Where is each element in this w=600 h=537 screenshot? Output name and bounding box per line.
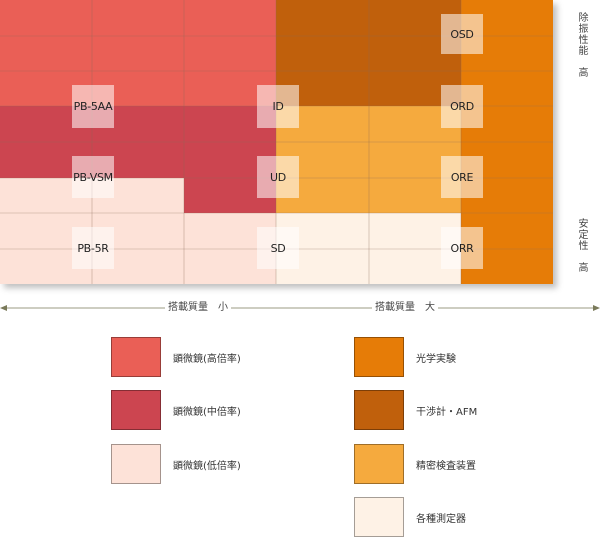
region-interferometer <box>276 0 461 106</box>
legend-swatch <box>354 444 404 484</box>
label-payload-small: 搭載質量 小 <box>165 298 231 313</box>
badge-ord[interactable]: ORD <box>441 85 483 128</box>
label-payload-large: 搭載質量 大 <box>372 298 438 313</box>
application-matrix: OSD PB-5AA ID ORD PB-VSM UD ORE PB-5R SD… <box>0 0 553 284</box>
matrix-regions <box>0 0 553 284</box>
legend-swatch <box>111 444 161 484</box>
label-stability-high: 安定性 高 <box>576 218 587 273</box>
badge-ore[interactable]: ORE <box>441 156 483 198</box>
legend-swatch <box>111 337 161 377</box>
legend-swatch <box>354 497 404 537</box>
legend-swatch <box>354 390 404 430</box>
label-isolation-high: 除振性能 高 <box>576 12 587 78</box>
region-precision <box>276 106 461 213</box>
badge-sd[interactable]: SD <box>257 227 299 269</box>
badge-pb5r[interactable]: PB-5R <box>72 227 114 269</box>
badge-ud[interactable]: UD <box>257 156 299 198</box>
legend-swatch <box>111 390 161 430</box>
legend-label: 顕微鏡(高倍率) <box>173 354 241 365</box>
legend-swatch <box>354 337 404 377</box>
badge-orr[interactable]: ORR <box>441 227 483 269</box>
legend-label: 干渉計・AFM <box>416 407 478 418</box>
legend-label: 顕微鏡(低倍率) <box>173 461 241 472</box>
legend-label: 光学実験 <box>416 354 456 365</box>
badge-pb5aa[interactable]: PB-5AA <box>72 85 114 128</box>
badge-id[interactable]: ID <box>257 85 299 128</box>
legend-label: 精密検査装置 <box>416 461 476 472</box>
legend-label: 顕微鏡(中倍率) <box>173 407 241 418</box>
badge-pbvsm[interactable]: PB-VSM <box>72 156 114 198</box>
region-microscope-high <box>0 0 276 106</box>
badge-osd[interactable]: OSD <box>441 14 483 54</box>
region-various <box>276 213 461 284</box>
payload-axis <box>0 305 600 311</box>
legend-label: 各種測定器 <box>416 514 466 525</box>
